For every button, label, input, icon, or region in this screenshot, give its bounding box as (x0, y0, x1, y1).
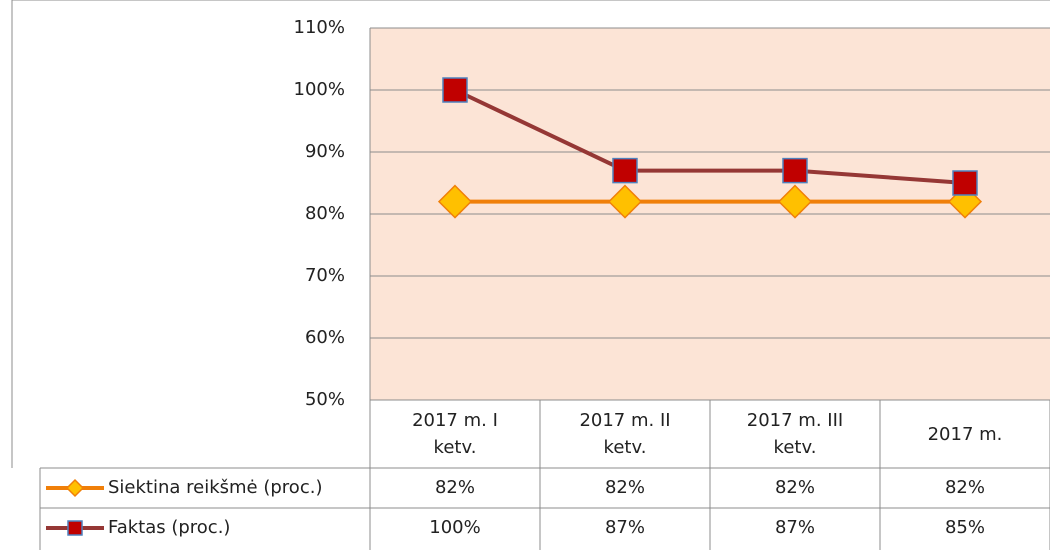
y-tick-label: 90% (305, 141, 345, 162)
category-text: 2017 m. III ketv. (746, 410, 844, 458)
value-label: 82% (605, 477, 645, 498)
y-tick-label: 110% (294, 17, 345, 38)
value-label: 82% (775, 477, 815, 498)
category-text: 2017 m. II ketv. (579, 410, 671, 458)
y-tick-label: 80% (305, 203, 345, 224)
marker (777, 184, 813, 219)
y-tick-label: 50% (305, 389, 345, 410)
value-label: 87% (605, 517, 645, 538)
legend-label: Siektina reikšmė (proc.) (108, 477, 322, 498)
value-label: 85% (945, 517, 985, 538)
marker (442, 77, 468, 103)
x-tick-label: 2017 m. III ketv. (710, 400, 880, 468)
category-text: 2017 m. I ketv. (412, 410, 498, 458)
marker (612, 157, 638, 184)
y-tick-label: 100% (294, 79, 345, 100)
value-label: 100% (429, 517, 480, 538)
value-label: 87% (775, 517, 815, 538)
marker (437, 184, 473, 219)
x-tick-label: 2017 m. I ketv. (370, 400, 540, 468)
y-tick-label: 60% (305, 327, 345, 348)
x-tick-label: 2017 m. II ketv. (540, 400, 710, 468)
category-text: 2017 m. (927, 423, 1003, 445)
marker (952, 170, 978, 196)
series-line (454, 88, 966, 185)
value-label: 82% (945, 477, 985, 498)
marker (607, 184, 643, 219)
legend-marker (67, 520, 83, 536)
marker (782, 157, 808, 184)
y-tick-label: 70% (305, 265, 345, 286)
legend-label: Faktas (proc.) (108, 517, 230, 538)
value-label: 82% (435, 477, 475, 498)
x-tick-label: 2017 m. (880, 400, 1050, 468)
legend-marker (65, 478, 85, 498)
